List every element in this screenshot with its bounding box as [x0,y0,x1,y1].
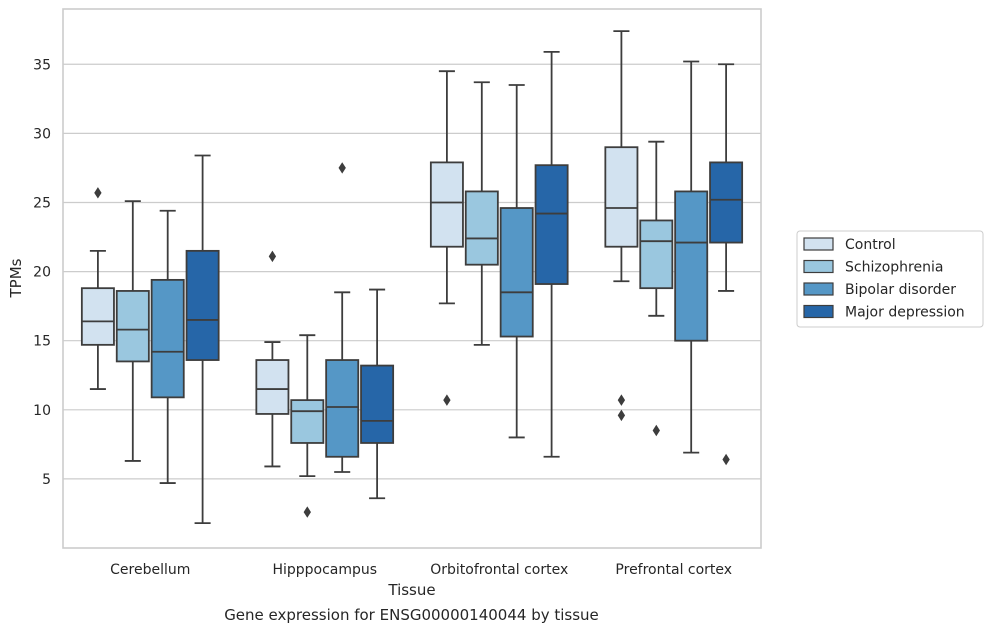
y-tick-label: 5 [42,472,51,488]
boxes [80,30,744,525]
y-tick-labels: 5 10 15 20 25 30 35 [33,57,51,488]
box-body [115,290,150,363]
box-3-2 [674,60,709,454]
y-tick-label: 30 [33,126,51,142]
outlier-point [303,506,311,518]
figure-caption: Gene expression for ENSG00000140044 by t… [224,606,599,624]
box-1-3 [360,288,395,500]
box-body [150,278,185,399]
y-tick-label: 35 [33,57,51,73]
box-body [534,164,569,285]
box-body [499,207,534,338]
outlier-point [617,409,626,422]
box-2-0 [429,70,464,406]
legend-label: Major depression [845,305,965,321]
box-body [639,219,674,290]
y-tick-label: 15 [33,334,51,350]
box-body [360,364,395,444]
legend: Control Schizophrenia Bipolar disorder Majo… [796,230,984,328]
box-2-3 [534,50,569,458]
box-body [429,161,464,248]
outlier-point [722,453,730,466]
box-3-1 [639,140,674,437]
box-3-0 [604,30,639,422]
x-tick-label: Cerebellum [110,562,190,578]
outlier-point [652,424,660,437]
y-tick-label: 25 [33,195,51,211]
outlier-point [268,250,277,263]
legend-label: Control [845,237,896,253]
outlier-point [338,162,346,174]
box-1-2 [325,162,360,473]
box-body [255,359,290,415]
legend-label: Schizophrenia [845,260,943,276]
outlier-point [94,187,102,199]
box-body [185,249,220,361]
x-axis-label: Tissue [387,581,435,599]
outlier-point [617,394,626,406]
y-tick-label: 10 [33,403,51,419]
box-body [464,190,499,266]
legend-swatch [803,282,834,296]
box-0-2 [150,209,185,484]
box-0-0 [80,187,115,390]
y-axis-label: TPMs [7,258,25,298]
x-tick-label: Prefrontal cortex [615,562,732,578]
box-2-1 [464,81,499,346]
x-tick-label: Hipppocampus [272,562,377,578]
y-tick-label: 20 [33,265,51,281]
legend-frame [796,230,984,328]
legend-swatch [803,237,834,251]
outlier-point [443,394,451,406]
box-plot-chart: 5 10 15 20 25 30 35 Cerebellum Hipppocampus Orbi… [7,8,984,599]
box-body [80,287,115,346]
box-3-3 [709,63,744,466]
x-tick-labels: Cerebellum Hipppocampus Orbitofrontal cort… [110,562,732,578]
x-tick-label: Orbitofrontal cortex [430,562,568,578]
box-body [709,161,744,244]
box-1-0 [255,250,290,468]
box-body [604,146,639,248]
box-body [674,190,709,342]
box-0-3 [185,154,220,525]
legend-label: Bipolar disorder [845,282,956,298]
box-body [290,399,325,444]
box-1-1 [290,334,325,518]
box-body [325,359,360,458]
legend-swatch [803,259,834,274]
legend-swatch [803,304,834,319]
box-0-1 [115,200,150,462]
box-2-2 [499,84,534,439]
plot-frame [62,8,762,549]
